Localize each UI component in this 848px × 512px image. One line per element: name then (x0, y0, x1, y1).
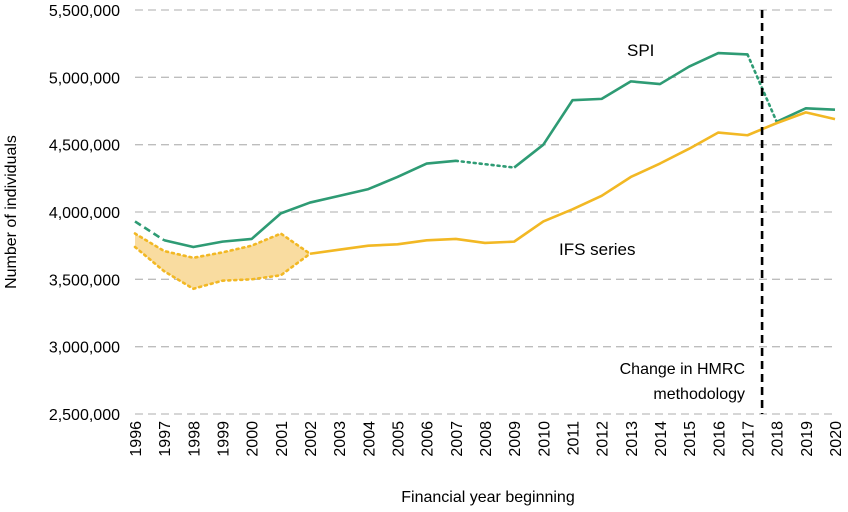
ifs-range-fill (135, 233, 310, 289)
y-tick-label: 2,500,000 (49, 407, 120, 424)
x-tick-label: 1998 (186, 421, 203, 457)
x-tick-label: 2010 (536, 421, 553, 457)
x-axis-label: Financial year beginning (401, 489, 574, 506)
x-axis-ticks: 1996 1997 1998 1999 2000 2001 2002 2003 2004 2005… (128, 421, 845, 457)
spi-line-dashed (134, 220, 165, 242)
x-tick-label: 2020 (828, 421, 845, 457)
x-tick-label: 2017 (741, 421, 758, 457)
annotation-line-2: methodology (653, 386, 745, 403)
annotation-line-1: Change in HMRC (620, 361, 745, 378)
x-tick-label: 1996 (128, 421, 145, 457)
series-lines (134, 51, 836, 256)
x-tick-label: 2007 (449, 421, 466, 457)
x-tick-label: 2004 (361, 421, 378, 457)
x-tick-label: 1997 (157, 421, 174, 457)
x-tick-label: 2005 (391, 421, 408, 457)
ifs-line (309, 111, 836, 256)
x-tick-label: 2018 (770, 421, 787, 457)
x-tick-label: 2008 (478, 421, 495, 457)
spi-series-label: SPI (627, 41, 654, 60)
ifs-upper-bound (133, 232, 312, 260)
x-tick-label: 2014 (653, 421, 670, 457)
ifs-range-band (133, 232, 312, 291)
x-tick-label: 2019 (799, 421, 816, 457)
x-tick-label: 2011 (566, 421, 583, 456)
spi-line (163, 159, 456, 249)
x-tick-label: 2003 (332, 421, 349, 457)
spi-line-dotted (454, 159, 516, 169)
x-tick-label: 2016 (711, 421, 728, 457)
x-tick-label: 2009 (507, 421, 524, 457)
x-tick-label: 2000 (245, 421, 262, 457)
x-tick-label: 2002 (303, 421, 320, 457)
x-tick-label: 1999 (216, 421, 233, 457)
y-tick-label: 5,500,000 (49, 3, 120, 20)
x-tick-label: 2006 (420, 421, 437, 457)
y-axis-label: Number of individuals (3, 135, 20, 289)
y-tick-label: 5,000,000 (49, 70, 120, 87)
y-tick-label: 4,000,000 (49, 205, 120, 222)
ifs-lower-bound (133, 245, 312, 291)
gridlines (135, 9, 835, 415)
spi-line (513, 51, 748, 169)
y-tick-label: 4,500,000 (49, 138, 120, 155)
y-axis-ticks: 2,500,000 3,000,000 3,500,000 4,000,000 4,50… (49, 3, 120, 424)
x-tick-label: 2001 (274, 421, 291, 457)
x-tick-label: 2013 (624, 421, 641, 457)
y-tick-label: 3,000,000 (49, 340, 120, 357)
ifs-series-label: IFS series (559, 240, 636, 259)
y-tick-label: 3,500,000 (49, 272, 120, 289)
x-tick-label: 2012 (595, 421, 612, 457)
x-tick-label: 2015 (682, 421, 699, 457)
